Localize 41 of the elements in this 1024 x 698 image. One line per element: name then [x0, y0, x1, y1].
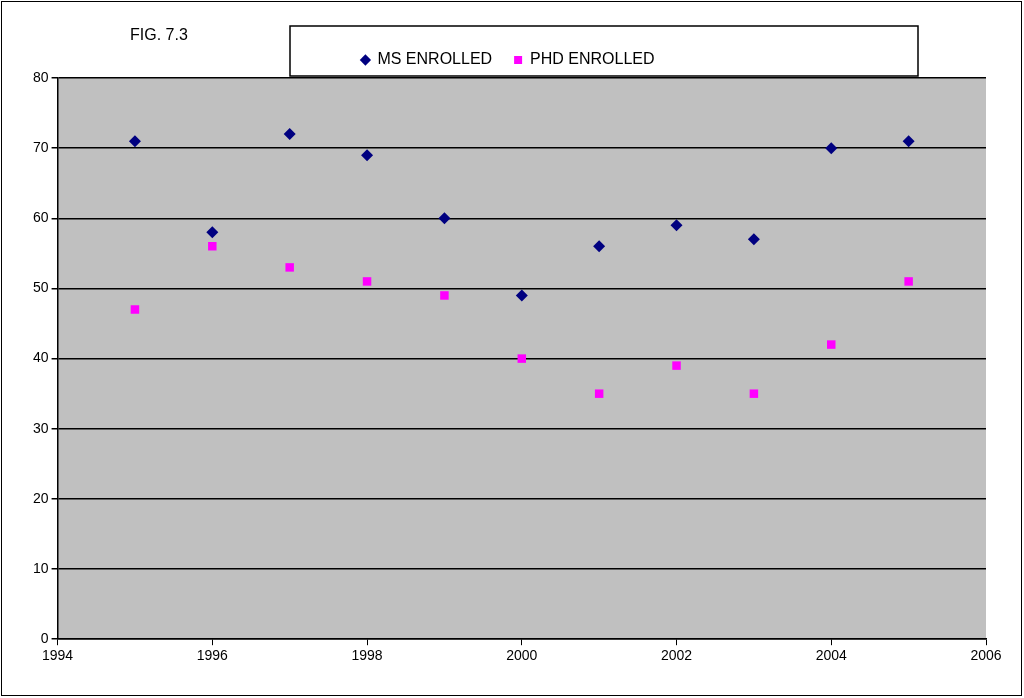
legend-label: PHD ENROLLED: [530, 50, 655, 68]
point: [825, 142, 838, 155]
y-tick-label: 60: [32, 209, 49, 226]
point: [208, 242, 217, 251]
y-tick-label: 80: [32, 68, 49, 85]
y-tick-label: 20: [32, 489, 49, 506]
point: [747, 233, 760, 246]
y-tick-label: 30: [32, 419, 49, 436]
point: [672, 361, 681, 370]
y-tick-label: 40: [32, 349, 49, 366]
point: [283, 128, 296, 141]
x-tick-label: 1996: [196, 647, 229, 664]
point: [128, 135, 141, 148]
chart-title: FIG. 7.3: [130, 26, 188, 44]
y-tick-label: 70: [32, 139, 49, 156]
point: [827, 340, 836, 349]
x-tick-label: 2004: [815, 647, 848, 664]
point: [515, 289, 528, 302]
point: [130, 305, 140, 314]
point: [593, 240, 606, 253]
x-tick-label: 1998: [351, 647, 383, 664]
x-tick-label: 2002: [660, 647, 693, 664]
y-tick-label: 0: [40, 630, 49, 647]
point: [904, 277, 913, 286]
point: [902, 135, 915, 148]
point: [749, 389, 759, 398]
x-tick-label: 2006: [970, 647, 1002, 664]
point: [362, 277, 372, 286]
point: [594, 389, 604, 398]
point: [517, 354, 527, 363]
point: [285, 263, 294, 272]
point: [206, 226, 219, 239]
point: [361, 149, 374, 162]
point: [440, 291, 449, 300]
legend-label: MS ENROLLED: [377, 50, 493, 68]
x-tick-label: 1994: [41, 647, 74, 664]
point: [670, 219, 683, 232]
point: [438, 212, 451, 225]
y-tick-label: 50: [32, 279, 49, 296]
x-tick-label: 2000: [506, 647, 538, 664]
y-tick-label: 10: [32, 559, 49, 576]
